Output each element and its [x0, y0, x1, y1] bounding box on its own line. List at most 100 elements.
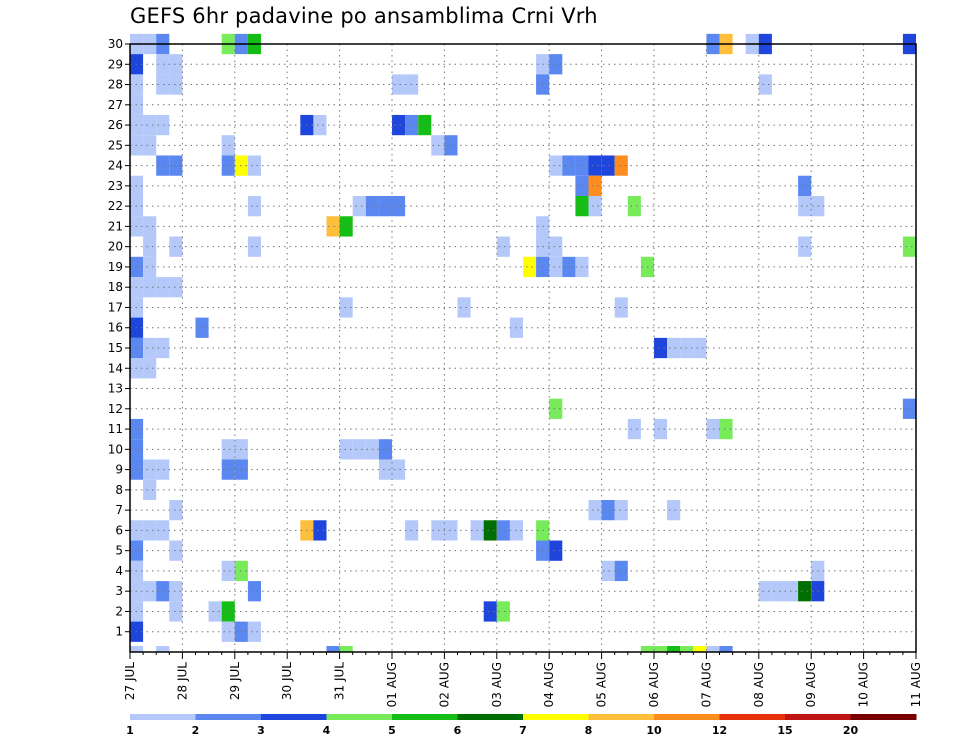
y-tick-label: 5 — [115, 544, 123, 558]
heatmap-cell — [693, 646, 707, 652]
heatmap-cell — [247, 581, 261, 602]
heatmap-cell — [549, 398, 563, 419]
x-tick-label: 05 AUG — [595, 662, 609, 707]
heatmap-cell — [378, 439, 392, 460]
x-tick-label: 08 AUG — [752, 662, 766, 707]
heatmap-cell — [902, 236, 916, 257]
heatmap-cell — [693, 337, 707, 359]
colorbar-segment — [326, 714, 393, 720]
y-tick-label: 18 — [108, 280, 123, 294]
x-tick-label: 01 AUG — [385, 662, 399, 707]
heatmap-cell — [247, 196, 261, 217]
heatmap-cell — [313, 114, 327, 136]
colorbar-label: 1 — [126, 724, 134, 737]
heatmap-cell — [719, 418, 733, 440]
heatmap-cell — [169, 277, 183, 298]
heatmap-cell — [208, 601, 222, 622]
chart-title: GEFS 6hr padavine po ansamblima Crni Vrh — [130, 4, 598, 28]
y-tick-label: 28 — [108, 78, 123, 92]
heatmap-cell — [654, 646, 668, 652]
heatmap-cell — [143, 135, 157, 156]
colorbar-label: 12 — [712, 724, 727, 737]
heatmap-cell — [169, 74, 183, 95]
heatmap-cell — [706, 418, 720, 440]
x-tick-label: 02 AUG — [437, 662, 451, 707]
y-tick-label: 27 — [108, 98, 123, 112]
heatmap-cell — [221, 621, 235, 642]
heatmap-cell — [339, 439, 353, 460]
heatmap-cell — [431, 135, 445, 156]
heatmap-cell — [496, 601, 510, 622]
heatmap-cell — [392, 114, 406, 136]
heatmap-cell — [169, 540, 183, 561]
heatmap-cell — [326, 646, 340, 652]
y-tick-label: 14 — [108, 361, 123, 375]
x-tick-label: 27 JUL — [123, 662, 137, 700]
colorbar-label: 2 — [192, 724, 200, 737]
heatmap-cell — [771, 581, 785, 602]
heatmap-cell — [156, 646, 170, 652]
y-tick-label: 30 — [108, 37, 123, 51]
heatmap-cell — [392, 196, 406, 217]
colorbar-label: 3 — [257, 724, 265, 737]
heatmap-cell — [562, 155, 576, 176]
heatmap-cell — [549, 155, 563, 176]
colorbar-segment — [588, 714, 655, 720]
heatmap-cell — [667, 646, 681, 652]
heatmap-cell — [169, 581, 183, 602]
heatmap-cell — [156, 114, 170, 136]
heatmap-cell — [667, 337, 681, 359]
y-tick-label: 15 — [108, 341, 123, 355]
heatmap-cell — [614, 560, 628, 582]
heatmap-cell — [339, 216, 353, 237]
heatmap-cell — [627, 418, 641, 440]
y-tick-label: 26 — [108, 118, 123, 132]
heatmap-cell — [496, 236, 510, 257]
colorbar-segment — [392, 714, 458, 720]
colorbar-segment — [850, 714, 917, 720]
heatmap-cell — [169, 155, 183, 176]
heatmap-cell — [143, 216, 157, 237]
x-tick-label: 07 AUG — [699, 662, 713, 707]
heatmap-cell — [798, 581, 812, 602]
heatmap-cell — [601, 560, 615, 582]
heatmap-cell — [798, 175, 812, 196]
y-tick-label: 8 — [115, 483, 123, 497]
heatmap-cell — [418, 114, 432, 136]
heatmap-cell — [156, 520, 170, 541]
heatmap-cell — [156, 581, 170, 602]
heatmap-cell — [378, 196, 392, 217]
colorbar-segment — [261, 714, 327, 720]
y-tick-label: 17 — [108, 300, 123, 314]
heatmap-cell — [156, 277, 170, 298]
x-tick-label: 31 JUL — [333, 662, 347, 700]
heatmap-cell — [392, 459, 406, 480]
heatmap-cell — [313, 520, 327, 541]
heatmap-cell — [221, 560, 235, 582]
heatmap-cell — [758, 581, 772, 602]
heatmap-cell — [326, 216, 340, 237]
heatmap-cell — [654, 337, 668, 359]
y-tick-label: 2 — [115, 604, 123, 618]
heatmap-cell — [143, 256, 157, 278]
colorbar-label: 6 — [454, 724, 462, 737]
y-tick-label: 3 — [115, 584, 123, 598]
heatmap-cell — [143, 459, 157, 480]
heatmap-cell — [588, 500, 602, 521]
colorbar-segment — [654, 714, 720, 720]
heatmap-cell — [680, 646, 694, 652]
heatmap-cell — [143, 520, 157, 541]
heatmap-cell — [156, 337, 170, 359]
heatmap-cell — [785, 581, 799, 602]
heatmap-cell — [143, 236, 157, 257]
y-tick-label: 21 — [108, 219, 123, 233]
heatmap-cell — [549, 256, 563, 278]
heatmap-cell — [588, 155, 602, 176]
x-tick-label: 29 JUL — [228, 662, 242, 700]
heatmap-cell — [640, 646, 654, 652]
heatmap-cell — [706, 646, 720, 652]
heatmap-cell — [614, 297, 628, 318]
heatmap-cell — [156, 459, 170, 480]
x-tick-label: 10 AUG — [857, 662, 871, 707]
